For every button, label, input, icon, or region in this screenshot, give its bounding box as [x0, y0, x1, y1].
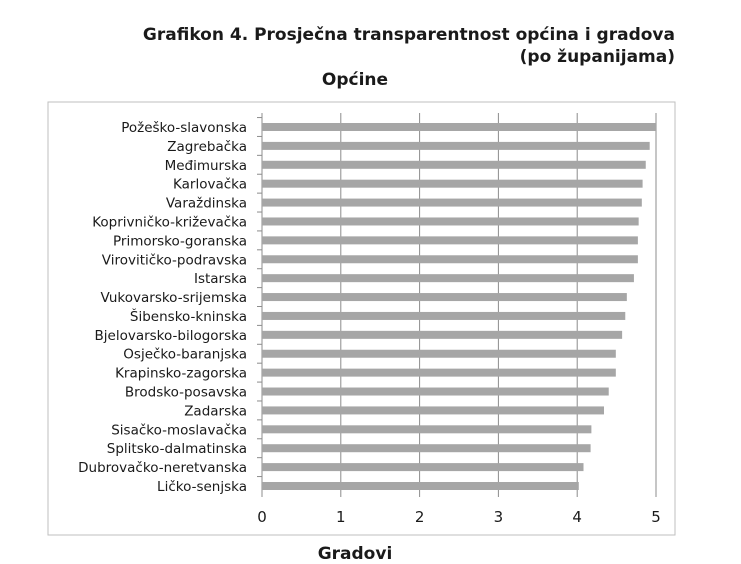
bar — [262, 311, 626, 320]
bar — [262, 255, 638, 264]
bar — [262, 293, 627, 302]
bar — [262, 387, 609, 396]
category-label: Dubrovačko-neretvanska — [78, 460, 247, 476]
category-label: Ličko-senjska — [157, 479, 247, 495]
bar — [262, 330, 623, 339]
bar — [262, 274, 634, 283]
x-tick-label: 4 — [572, 508, 582, 526]
category-label: Međimurska — [165, 158, 247, 174]
bar — [262, 236, 638, 245]
figure-title-line2: (po županijama) — [519, 47, 675, 67]
bar — [262, 160, 646, 169]
bar — [262, 406, 604, 415]
bar — [262, 123, 656, 131]
category-label: Vukovarsko-srijemska — [101, 290, 247, 306]
category-label: Karlovačka — [173, 177, 247, 193]
next-chart-title: Gradovi — [317, 544, 393, 564]
category-label: Zagrebačka — [167, 139, 247, 155]
bar — [262, 198, 642, 207]
bar — [262, 463, 584, 472]
category-label: Varaždinska — [166, 196, 247, 212]
x-tick-label: 5 — [651, 508, 661, 526]
category-label: Brodsko-posavska — [125, 385, 247, 401]
category-label: Krapinsko-zagorska — [115, 366, 247, 382]
category-label: Sisačko-moslavačka — [111, 422, 247, 438]
category-label: Istarska — [194, 271, 247, 287]
category-label: Šibensko-kninska — [130, 307, 247, 325]
bar — [262, 217, 639, 226]
category-label: Osječko-baranjska — [123, 347, 247, 363]
figure-title-line1: Grafikon 4. Prosječna transparentnost op… — [142, 25, 675, 45]
category-label: Primorsko-goranska — [113, 233, 247, 249]
category-label: Splitsko-dalmatinska — [107, 441, 247, 457]
x-tick-label: 1 — [336, 508, 346, 526]
bar — [262, 368, 616, 377]
category-label: Požeško-slavonska — [121, 120, 247, 136]
x-tick-label: 3 — [494, 508, 504, 526]
bar — [262, 179, 643, 188]
bar — [262, 444, 591, 453]
chart-title: Općine — [321, 70, 389, 90]
x-tick-label: 0 — [257, 508, 267, 526]
category-label: Zadarska — [184, 403, 247, 419]
bar — [262, 349, 616, 358]
category-label: Koprivničko-križevačka — [92, 214, 247, 230]
bar — [262, 482, 579, 490]
x-tick-label: 2 — [415, 508, 425, 526]
category-label: Bjelovarsko-bilogorska — [95, 328, 248, 344]
bar — [262, 141, 650, 150]
bar — [262, 425, 592, 434]
figure-title: Grafikon 4. Prosječna transparentnost op… — [143, 24, 675, 68]
category-label: Virovitičko-podravska — [102, 252, 247, 268]
